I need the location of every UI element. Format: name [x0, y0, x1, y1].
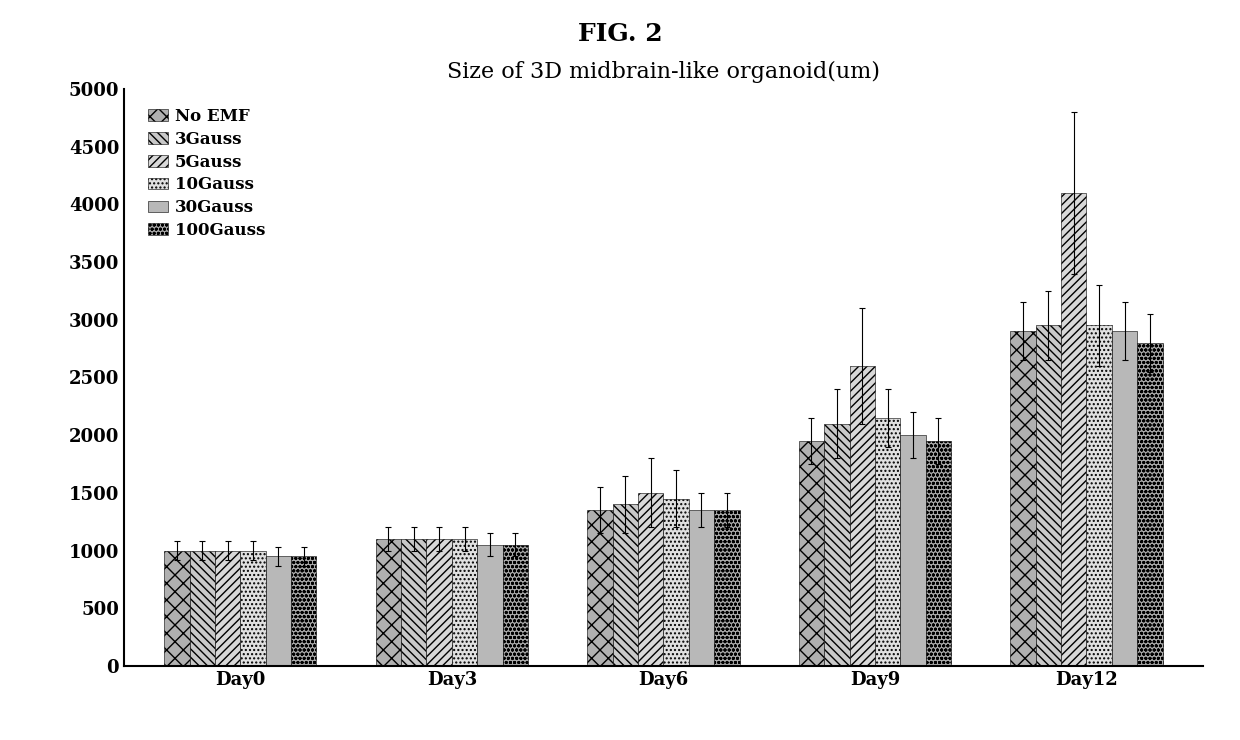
Bar [613, 505, 639, 666]
Bar [291, 556, 316, 666]
Bar [190, 551, 215, 666]
Bar [1112, 332, 1137, 666]
Bar [401, 539, 427, 666]
Bar [376, 539, 401, 666]
Bar [663, 499, 688, 666]
Bar [164, 551, 190, 666]
Bar [688, 510, 714, 666]
Bar [1035, 326, 1061, 666]
Legend: No EMF, 3Gauss, 5Gauss, 10Gauss, 30Gauss, 100Gauss: No EMF, 3Gauss, 5Gauss, 10Gauss, 30Gauss… [143, 103, 270, 244]
Bar [875, 418, 900, 666]
Text: FIG. 2: FIG. 2 [578, 22, 662, 46]
Bar [241, 551, 265, 666]
Bar [588, 510, 613, 666]
Bar [1061, 192, 1086, 666]
Bar [477, 545, 502, 666]
Bar [714, 510, 739, 666]
Bar [1137, 343, 1163, 666]
Bar [1011, 332, 1035, 666]
Bar [215, 551, 241, 666]
Bar [926, 441, 951, 666]
Bar [799, 441, 825, 666]
Bar [451, 539, 477, 666]
Title: Size of 3D midbrain-like organoid(um): Size of 3D midbrain-like organoid(um) [446, 61, 880, 83]
Bar [900, 435, 926, 666]
Bar [639, 493, 663, 666]
Bar [265, 556, 291, 666]
Bar [825, 423, 849, 666]
Bar [849, 366, 875, 666]
Bar [1086, 326, 1112, 666]
Bar [502, 545, 528, 666]
Bar [427, 539, 451, 666]
